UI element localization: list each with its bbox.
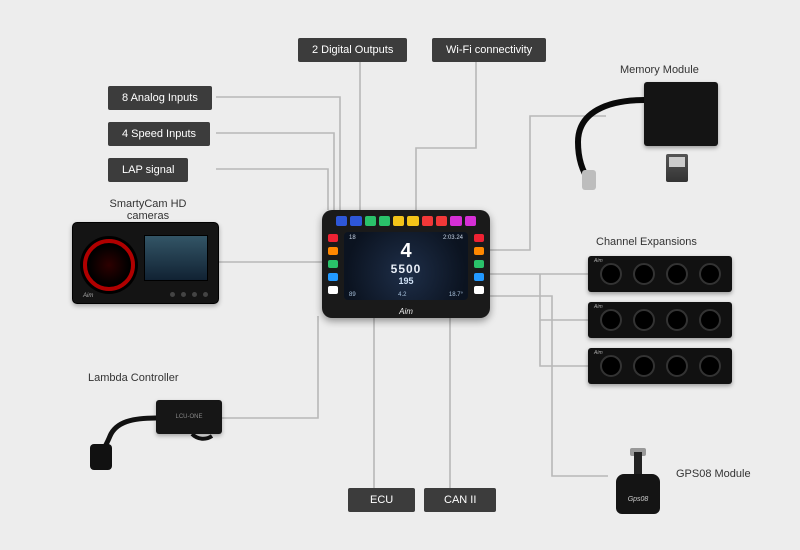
port-icon	[633, 355, 655, 377]
channel-expansion-1: Aim	[588, 256, 732, 292]
channel-expansion-2: Aim	[588, 302, 732, 338]
label-smartycam: SmartyCam HD cameras	[108, 198, 188, 222]
dash-left-leds	[328, 234, 338, 294]
exp-brand: Aim	[594, 304, 603, 310]
port-icon	[699, 263, 721, 285]
port-icon	[666, 263, 688, 285]
sd-card-icon	[666, 154, 688, 182]
label-analog-inputs: 8 Analog Inputs	[108, 86, 212, 110]
port-icon	[600, 355, 622, 377]
central-dash-display: 18 2:03.24 4 5500 195 89 4.2 18.7° Aim	[322, 210, 490, 318]
exp-brand: Aim	[594, 258, 603, 264]
label-speed-inputs: 4 Speed Inputs	[108, 122, 210, 146]
exp-brand: Aim	[594, 350, 603, 356]
port-icon	[633, 263, 655, 285]
dash-top-leds	[336, 216, 476, 226]
label-digital-outputs: 2 Digital Outputs	[298, 38, 407, 62]
port-icon	[666, 355, 688, 377]
memory-plug-icon	[582, 170, 596, 190]
camera-screen	[144, 235, 208, 281]
diagram-canvas: { "type": "connection-diagram", "backgro…	[0, 0, 800, 550]
port-icon	[600, 309, 622, 331]
memory-module-device	[568, 82, 718, 192]
lambda-controller-device: LCU-ONE	[82, 392, 222, 470]
label-wifi: Wi-Fi connectivity	[432, 38, 546, 62]
dash-screen: 18 2:03.24 4 5500 195 89 4.2 18.7°	[344, 232, 468, 300]
dash-gear: 4	[344, 240, 468, 263]
gps-body: Gps08	[616, 474, 660, 514]
dash-right-leds	[474, 234, 484, 294]
dash-bm: 4.2	[398, 292, 406, 298]
memory-box	[644, 82, 718, 146]
label-can2: CAN II	[424, 488, 496, 512]
label-memory-module: Memory Module	[620, 64, 699, 76]
port-icon	[699, 355, 721, 377]
label-gps: GPS08 Module	[676, 468, 751, 480]
port-icon	[600, 263, 622, 285]
port-icon	[666, 309, 688, 331]
dash-br: 18.7°	[449, 292, 463, 298]
camera-lens-icon	[83, 239, 135, 291]
dash-speed: 195	[344, 276, 468, 286]
label-channel-expansions: Channel Expansions	[596, 236, 697, 248]
dash-rpm: 5500	[344, 262, 468, 276]
camera-brand: Aim	[83, 293, 93, 299]
dash-bl: 89	[349, 292, 356, 298]
lambda-body: LCU-ONE	[156, 400, 222, 434]
label-ecu: ECU	[348, 488, 415, 512]
dash-brand: Aim	[322, 307, 490, 316]
port-icon	[633, 309, 655, 331]
lambda-plug-icon	[90, 444, 112, 470]
gps-module-device: Gps08	[608, 452, 668, 514]
camera-buttons	[170, 292, 208, 297]
label-lambda: Lambda Controller	[88, 372, 179, 384]
port-icon	[699, 309, 721, 331]
label-lap-signal: LAP signal	[108, 158, 188, 182]
channel-expansion-3: Aim	[588, 348, 732, 384]
smartycam-device: Aim	[72, 222, 219, 304]
